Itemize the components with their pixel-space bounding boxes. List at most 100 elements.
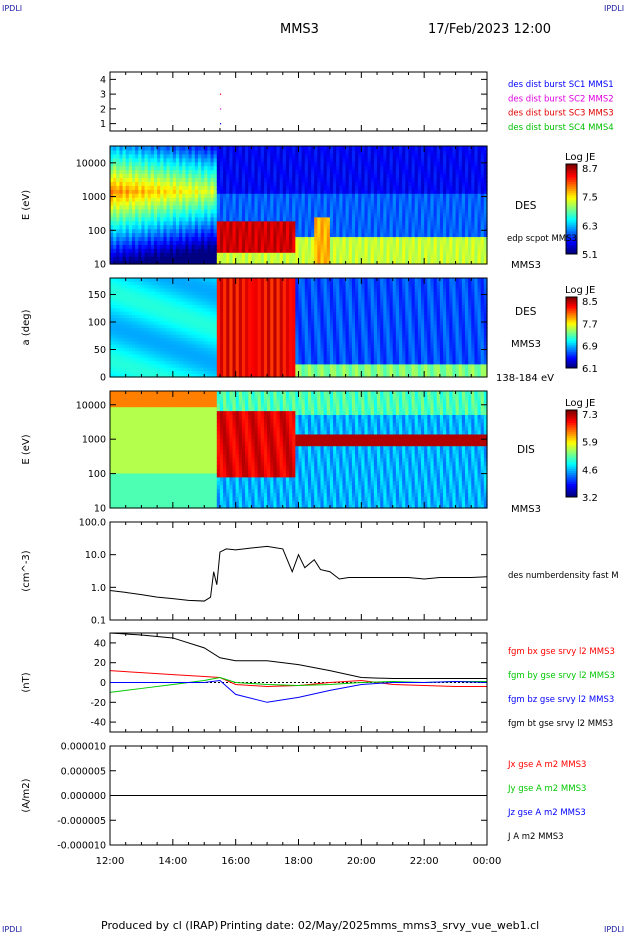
heatmap-cell [141,248,146,253]
heatmap-cell [119,157,124,163]
heatmap-cell [172,208,177,214]
heatmap-cell [135,232,139,238]
heatmap-cell [197,236,202,241]
heatmap-cell [201,149,205,155]
heatmap-cell [150,201,155,206]
heatmap-cell [194,256,199,261]
heatmap-cell [172,177,177,182]
heatmap-cell [188,256,193,261]
heatmap-cell [160,157,165,163]
heatmap-cell [157,193,161,198]
heatmap-cell [210,232,215,238]
heatmap-cell [194,216,199,222]
heatmap-cell [188,173,193,179]
heatmap-cell [175,149,180,155]
heatmap-cell [116,197,121,202]
heatmap-cell [191,149,196,155]
heatmap-cell [135,197,139,202]
heatmap-cell [160,177,165,182]
heatmap-cell [122,169,127,175]
heatmap-cell [185,240,190,245]
heatmap-cell [131,193,136,198]
heatmap-cell [147,256,152,261]
heatmap-cell [169,173,174,179]
heatmap-cell [138,232,143,238]
heatmap-cell [135,193,139,198]
heatmap-cell [163,165,168,171]
heatmap-cell [135,173,139,179]
heatmap-cell [128,161,133,167]
heatmap-cell [191,260,196,265]
heatmap-cell [135,205,139,210]
heatmap-cell [150,224,155,230]
corner-label-bottom-left: IPDLI [2,925,23,934]
heatmap-cell [157,197,161,202]
heatmap-cell [194,197,199,202]
heatmap-cell [213,220,218,226]
heatmap-cell [138,205,143,210]
heatmap-cell [122,146,127,151]
heatmap-cell [128,244,133,249]
heatmap-cell [175,193,180,198]
heatmap-cell [191,220,196,226]
heatmap-cell [172,193,177,198]
heatmap-cell [128,177,133,182]
heatmap-cell [163,208,168,214]
heatmap-cell [110,228,114,234]
heatmap-cell [116,165,121,171]
heatmap-cell [185,197,190,202]
heatmap-cell [210,216,215,222]
heatmap-cell [128,220,133,226]
heatmap-cell [169,189,174,194]
heatmap-cell [188,153,193,159]
heatmap-cell [110,181,114,186]
heatmap-cell [147,201,152,206]
heatmap-cell [128,260,133,265]
heatmap-cell [147,161,152,167]
heatmap-cell [166,165,171,171]
heatmap-cell [179,205,183,210]
heatmap-cell [119,236,124,241]
heatmap-cell [150,185,155,190]
heatmap-cell [204,224,208,230]
heatmap-cell [160,208,165,214]
heatmap-cell [182,236,186,241]
heatmap-cell [197,185,202,190]
heatmap-cell [138,189,143,194]
heatmap-cell [182,212,186,218]
heatmap-cell [213,248,218,253]
heatmap-cell [210,157,215,163]
heatmap-cell [150,260,155,265]
heatmap-cell [210,236,215,241]
burst-point [219,108,222,110]
heatmap-cell [110,173,114,179]
heatmap-cell [110,205,114,210]
heatmap-cell [172,165,177,171]
heatmap-cell [144,169,149,175]
heatmap-cell [169,216,174,222]
heatmap-cell [179,197,183,202]
heatmap-cell [163,177,168,182]
heatmap-cell [125,224,130,230]
heatmap-cell [150,228,155,234]
heatmap-cell [119,185,124,190]
heatmap-cell [204,216,208,222]
heatmap-cell [166,252,171,257]
heatmap-cell [191,201,196,206]
heatmap-cell [207,181,212,186]
heatmap-cell [116,260,121,265]
heatmap-cell [194,248,199,253]
heatmap-cell [166,228,171,234]
heatmap-cell [182,157,186,163]
heatmap-cell [135,146,139,151]
des-energy-label: DES [515,200,537,212]
heatmap-cell [175,236,180,241]
heatmap-cell [191,189,196,194]
heatmap-cell [110,248,114,253]
heatmap-cell [204,185,208,190]
heatmap-cell [147,165,152,171]
heatmap-cell [119,208,124,214]
heatmap-cell [213,173,218,179]
heatmap-cell [125,157,130,163]
heatmap-cell [122,216,127,222]
